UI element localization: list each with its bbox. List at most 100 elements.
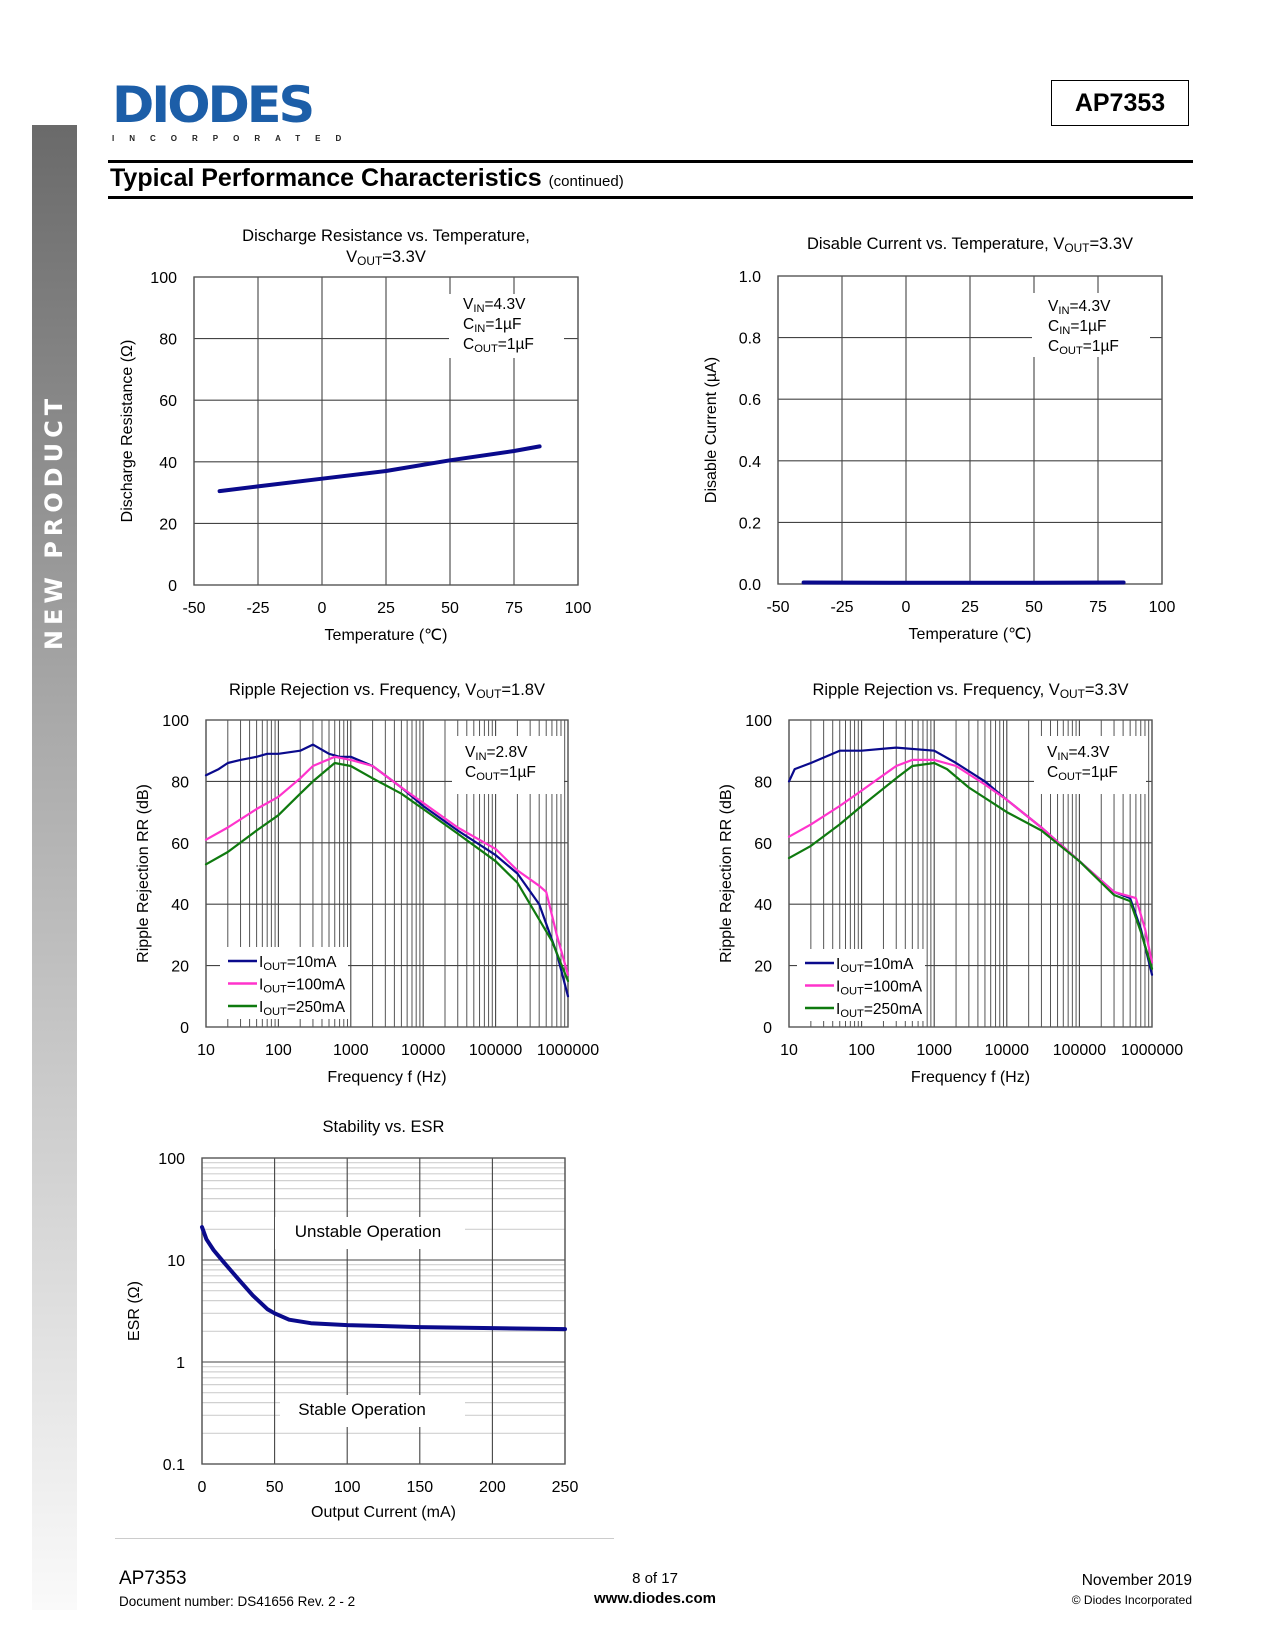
series-line-1 — [200, 1225, 567, 1332]
plot-frame — [193, 276, 579, 586]
new-product-sidebar — [32, 125, 77, 1610]
y-tick-label: 0.8 — [739, 331, 761, 348]
x-axis-label: Temperature (℃) — [325, 627, 448, 644]
x-tick-label: -25 — [246, 600, 269, 617]
y-axis-label: Discharge Resistance (Ω) — [119, 340, 136, 523]
x-tick-label: 1000000 — [537, 1042, 599, 1059]
y-tick-label: 80 — [159, 332, 177, 349]
annotation-text: VIN​=2.8V — [465, 744, 528, 763]
annotation-text: COUT​=1µF — [1048, 338, 1119, 357]
y-tick-label: 0.4 — [739, 454, 761, 471]
plot-frame — [201, 1157, 566, 1465]
legend-label: IOUT​=100mA — [259, 977, 346, 996]
x-axis-label: Temperature (℃) — [909, 626, 1032, 643]
chart-title: Discharge Resistance vs. Temperature, — [242, 227, 530, 245]
y-tick-label: 80 — [754, 774, 772, 791]
y-tick-label: 20 — [159, 516, 177, 533]
annotation-text: COUT​=1µF — [465, 764, 536, 783]
annotation-text: VIN​=4.3V — [1048, 298, 1111, 317]
x-tick-label: 100 — [1149, 599, 1176, 616]
annotation-box — [452, 736, 564, 794]
annotation-box — [1032, 293, 1150, 357]
chart-title: Ripple Rejection vs. Frequency, VOUT​=1.… — [229, 681, 545, 701]
x-tick-label: 50 — [266, 1479, 284, 1496]
annotation-text: VIN​=4.3V — [1047, 744, 1110, 763]
x-tick-label: -25 — [830, 599, 853, 616]
y-tick-label: 100 — [158, 1151, 185, 1168]
y-axis-label: Ripple Rejection RR (dB) — [135, 784, 152, 963]
legend-label: IOUT​=100mA — [836, 979, 923, 998]
footer-part: AP7353 — [119, 1568, 187, 1589]
y-tick-label: 0 — [168, 578, 177, 595]
region-label-box — [280, 1395, 465, 1427]
x-tick-label: 0 — [198, 1479, 207, 1496]
annotation-text: COUT​=1µF — [1047, 764, 1118, 783]
chart-1: Discharge Resistance vs. Temperature, VOU… — [119, 227, 591, 644]
y-tick-label: 40 — [171, 897, 189, 914]
x-tick-label: 100 — [565, 600, 592, 617]
x-tick-label: 1000000 — [1121, 1042, 1183, 1059]
x-tick-label: 1000 — [916, 1042, 952, 1059]
annotation-box — [449, 294, 564, 358]
x-tick-label: 100 — [334, 1479, 361, 1496]
series-line-3 — [204, 761, 570, 983]
series-line-1 — [217, 444, 542, 494]
logo-wordmark: DIODES — [112, 76, 315, 134]
plot-frame — [205, 719, 569, 1028]
y-tick-label: 40 — [754, 897, 772, 914]
x-tick-label: 25 — [377, 600, 395, 617]
y-tick-label: 100 — [150, 270, 177, 287]
x-tick-label: 75 — [1089, 599, 1107, 616]
footer-page-number: 8 of 17 — [632, 1570, 678, 1587]
x-tick-label: 100000 — [1053, 1042, 1106, 1059]
series-line-3 — [787, 761, 1154, 970]
x-tick-label: 150 — [406, 1479, 433, 1496]
y-tick-label: 1.0 — [739, 269, 761, 286]
y-tick-label: 20 — [171, 959, 189, 976]
footer-date: November 2019 — [1081, 1572, 1192, 1589]
footer-website-link[interactable]: www.diodes.com — [594, 1590, 716, 1607]
y-tick-label: 0.0 — [739, 577, 761, 594]
x-tick-label: 1000 — [333, 1042, 369, 1059]
y-tick-label: 100 — [745, 713, 772, 730]
footer-doc-number: Document number: DS41656 Rev. 2 - 2 — [119, 1594, 356, 1609]
annotation-text: COUT​=1µF — [463, 336, 534, 355]
y-tick-label: 60 — [171, 836, 189, 853]
footer-copyright: © Diodes Incorporated — [1071, 1593, 1192, 1607]
legend-label: IOUT​=250mA — [259, 999, 346, 1018]
section-title-suffix: (continued) — [548, 173, 624, 190]
y-axis-label: Ripple Rejection RR (dB) — [718, 784, 735, 963]
x-tick-label: -50 — [182, 600, 205, 617]
chart-title: VOUT​=3.3V — [346, 248, 426, 268]
chart-2: Disable Current vs. Temperature, VOUT​=3… — [703, 235, 1175, 643]
legend-label: IOUT​=10mA — [259, 954, 337, 973]
logo-subtitle: INCORPORATED — [112, 134, 357, 143]
legend-label: IOUT​=10mA — [836, 956, 914, 975]
x-tick-label: 50 — [1025, 599, 1043, 616]
region-label: Unstable Operation — [295, 1222, 441, 1241]
section-title-text: Typical Performance Characteristics — [110, 164, 542, 192]
x-tick-label: 100 — [265, 1042, 292, 1059]
x-tick-label: 0 — [318, 600, 327, 617]
x-tick-label: 0 — [902, 599, 911, 616]
x-tick-label: 50 — [441, 600, 459, 617]
x-tick-label: 25 — [961, 599, 979, 616]
section-title: Typical Performance Characteristics (con… — [110, 164, 624, 193]
x-tick-label: 75 — [505, 600, 523, 617]
y-tick-label: 10 — [167, 1253, 185, 1270]
y-tick-label: 60 — [754, 836, 772, 853]
y-tick-label: 0 — [763, 1020, 772, 1037]
y-tick-label: 0.6 — [739, 392, 761, 409]
chart-title: Stability vs. ESR — [323, 1118, 445, 1136]
header-rule-bottom — [108, 196, 1193, 199]
diodes-logo: DIODES INCORPORATED — [112, 80, 357, 143]
y-tick-label: 60 — [159, 393, 177, 410]
chart-5: Stability vs. ESR 0 50 100 150 200 250 0.1 1 10 10… — [126, 1118, 578, 1521]
x-tick-label: -50 — [766, 599, 789, 616]
y-axis-label: ESR (Ω) — [126, 1281, 143, 1341]
x-axis-label: Output Current (mA) — [311, 1504, 456, 1521]
y-tick-label: 80 — [171, 774, 189, 791]
x-axis-label: Frequency f (Hz) — [911, 1069, 1030, 1086]
footer-divider — [115, 1538, 614, 1539]
